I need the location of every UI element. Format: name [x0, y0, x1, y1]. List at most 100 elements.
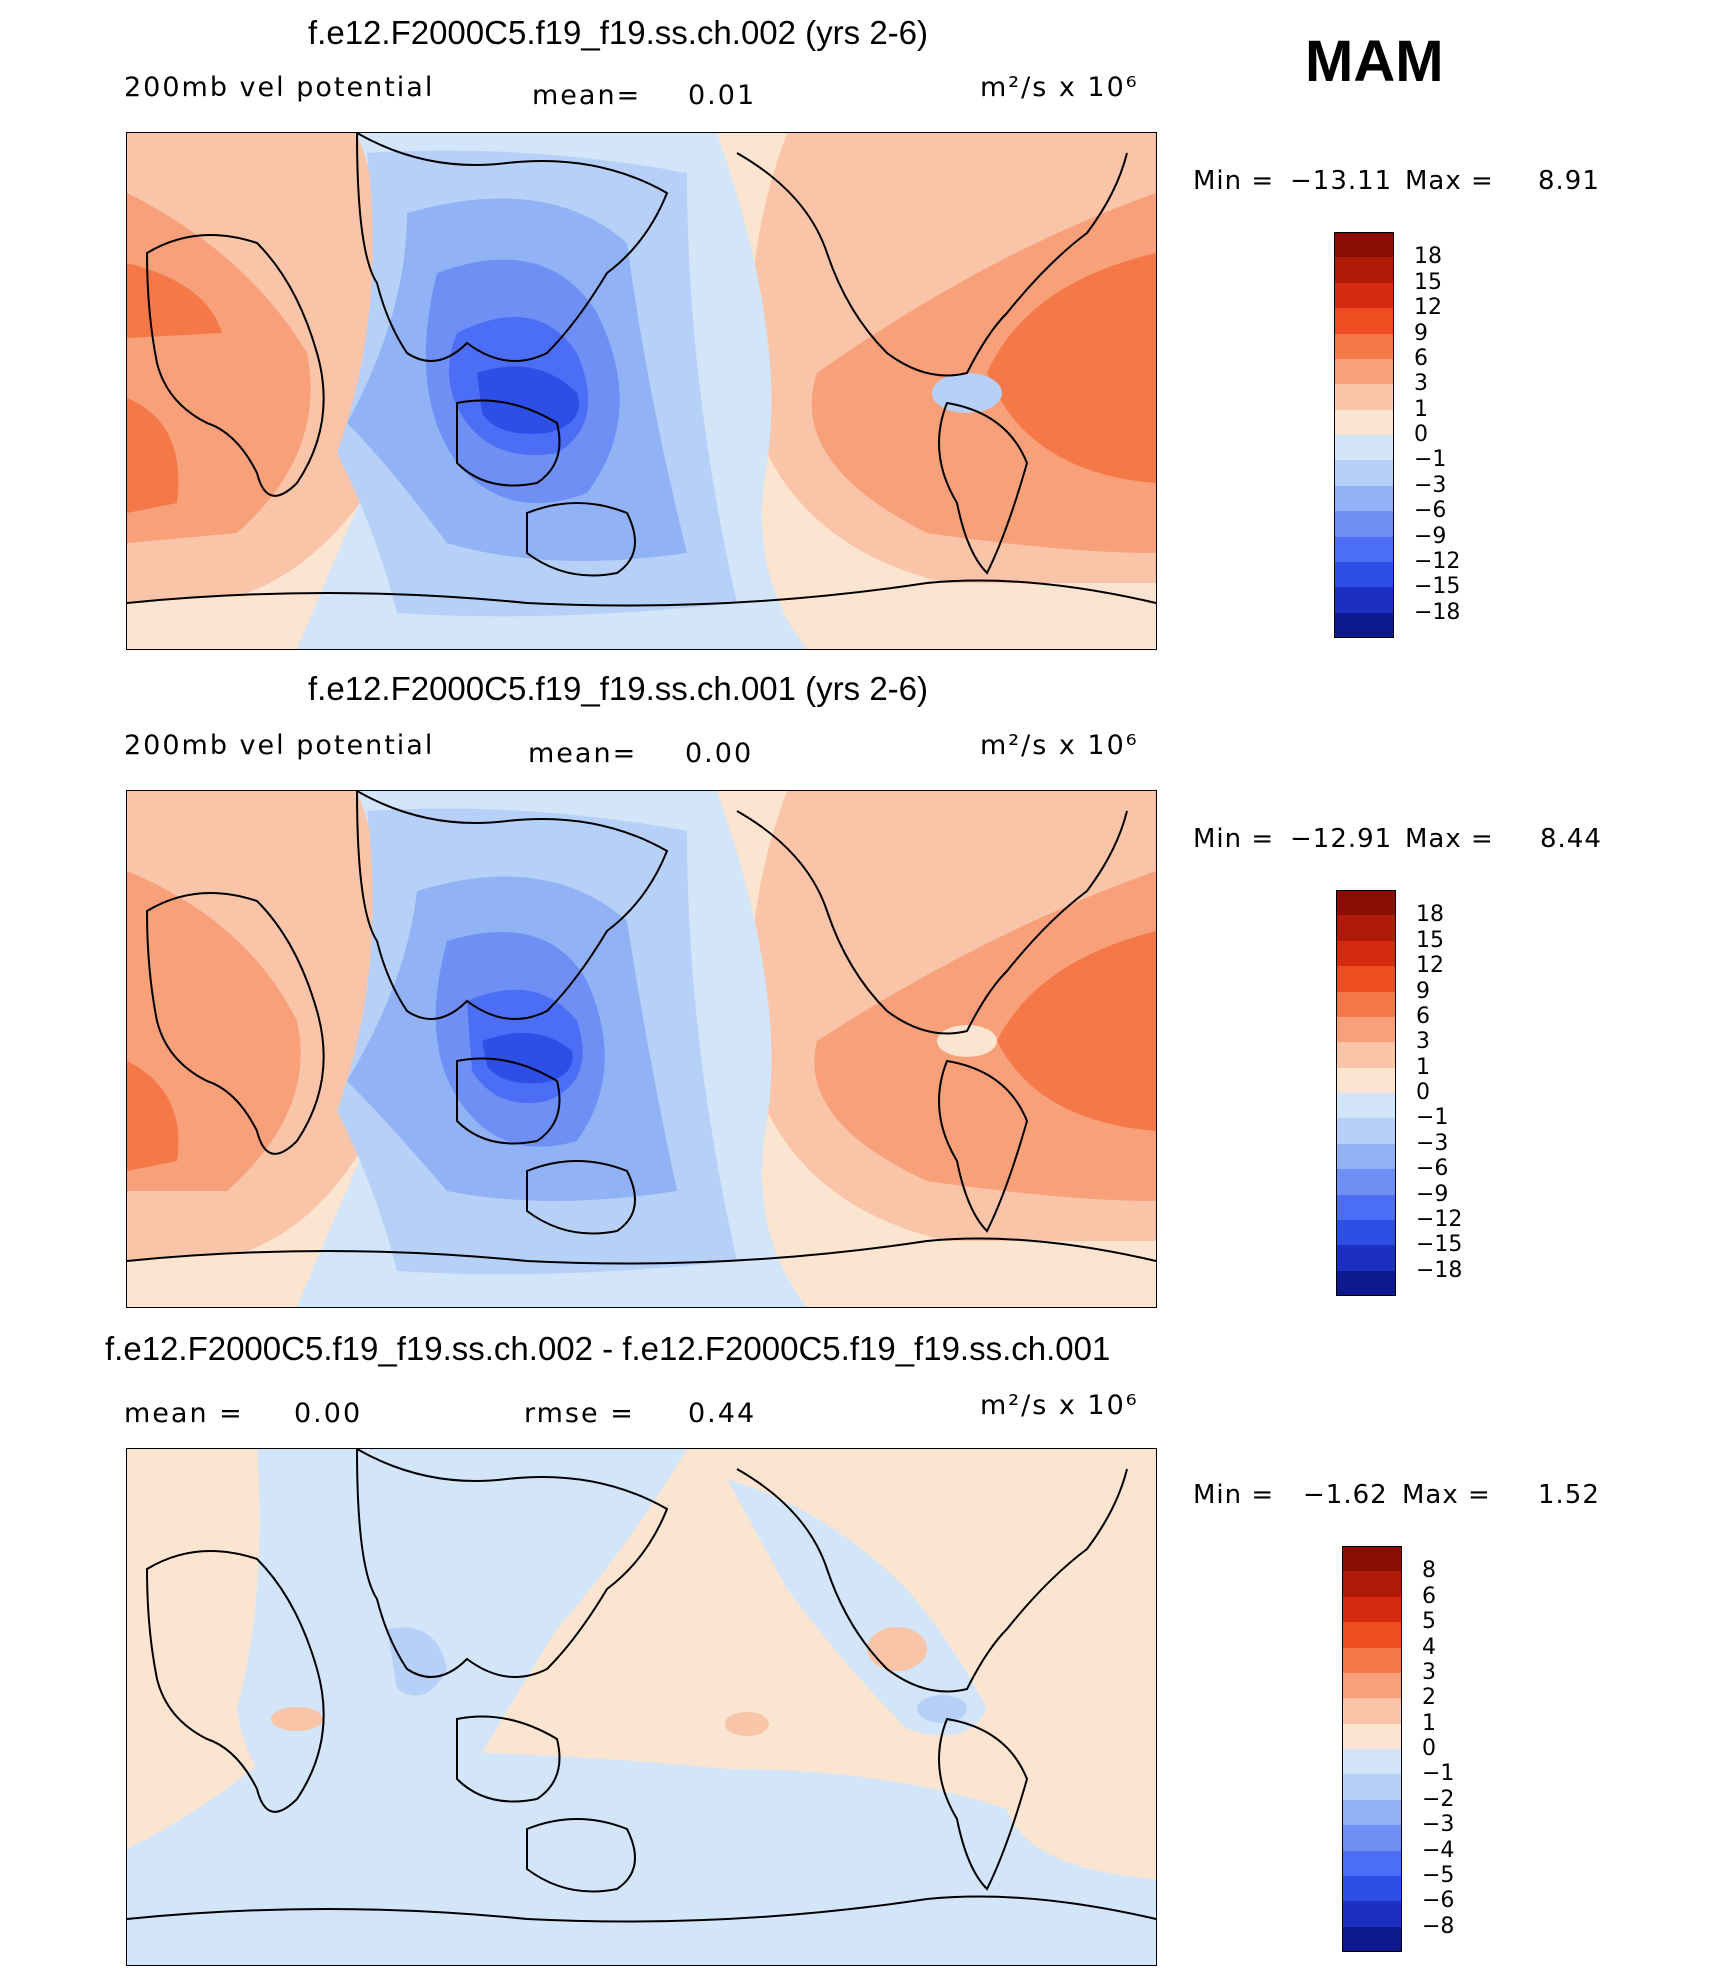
colorbar-segment — [1334, 587, 1394, 614]
colorbar-segment — [1342, 1825, 1402, 1852]
panel-1-map — [126, 132, 1157, 650]
panel-2-variable-label: 200mb vel potential — [124, 730, 435, 761]
cool-band-pacific-6 — [477, 366, 579, 434]
colorbar-segment — [1342, 1850, 1402, 1877]
cool-band-pacific-east — [727, 1479, 987, 1736]
colorbar-tick-label: 3 — [1416, 1029, 1430, 1055]
colorbar-tick-label: 3 — [1414, 371, 1428, 397]
panel-1-min-value: −13.11 — [1290, 166, 1393, 196]
colorbar-segment — [1342, 1774, 1402, 1801]
panel-2-contour-field — [127, 791, 1156, 1307]
panel-3-rmse-value: 0.44 — [688, 1398, 757, 1429]
colorbar-tick-label: 0 — [1416, 1080, 1430, 1105]
panel-1-max-value: 8.91 — [1538, 166, 1600, 196]
coastlines — [127, 133, 1156, 607]
panel-1-title: f.e12.F2000C5.f19_f19.ss.ch.002 (yrs 2-6… — [308, 14, 929, 51]
colorbar-segment — [1342, 1698, 1402, 1725]
panel-2-min-label: Min = — [1193, 824, 1275, 854]
colorbar-tick-label: −18 — [1414, 599, 1461, 625]
colorbar-tick-label: 2 — [1422, 1685, 1436, 1711]
cool-band-southern — [127, 1749, 1156, 1965]
panel-3-min-value: −1.62 — [1303, 1480, 1388, 1510]
warm-band-atlantic-3 — [997, 931, 1156, 1131]
panel-2-max-value: 8.44 — [1540, 824, 1602, 854]
panel-1-units: m²/s x 10⁶ — [980, 72, 1139, 103]
colorbar-segment — [1342, 1546, 1402, 1573]
colorbar-tick-label: 5 — [1422, 1609, 1436, 1635]
panel-3-mean-value: 0.00 — [294, 1398, 363, 1429]
colorbar-tick-label: 15 — [1416, 927, 1444, 953]
colorbar-segment — [1334, 612, 1394, 638]
colorbar-tick-label: 1 — [1414, 396, 1428, 422]
colorbar-tick-label: −3 — [1422, 1812, 1455, 1838]
colorbar-tick-label: 4 — [1422, 1634, 1436, 1660]
warm-spot-pacific — [725, 1712, 769, 1736]
colorbar-tick-label: −6 — [1414, 498, 1447, 524]
colorbar-segment — [1336, 1245, 1396, 1272]
coastlines — [127, 791, 1156, 1265]
colorbar-tick-label: 8 — [1422, 1558, 1436, 1584]
panel-3-map — [126, 1448, 1157, 1966]
cool-band-asia — [237, 1449, 687, 1829]
colorbar-tick-label: −6 — [1416, 1156, 1449, 1182]
colorbar-segment — [1334, 384, 1394, 411]
colorbar-tick-label: −3 — [1414, 472, 1447, 498]
colorbar-tick-label: 0 — [1414, 422, 1428, 447]
colorbar-tick-label: 18 — [1416, 902, 1444, 928]
panel-2-title: f.e12.F2000C5.f19_f19.ss.ch.001 (yrs 2-6… — [308, 670, 929, 707]
season-label: MAM — [1305, 29, 1444, 94]
colorbar-tick-label: −9 — [1416, 1181, 1449, 1207]
colorbar-segment — [1336, 991, 1396, 1018]
colorbar-segment — [1334, 536, 1394, 563]
colorbar-tick-label: −15 — [1414, 574, 1461, 600]
panel-1-colorbar — [1334, 232, 1394, 638]
colorbar-tick-label: 12 — [1414, 295, 1442, 321]
panel-2-units: m²/s x 10⁶ — [980, 730, 1139, 761]
colorbar-tick-label: −4 — [1422, 1837, 1455, 1863]
colorbar-segment — [1334, 435, 1394, 462]
colorbar-segment — [1334, 282, 1394, 310]
panel-2-mean-value: 0.00 — [685, 738, 754, 769]
colorbar-tick-label: −1 — [1416, 1105, 1449, 1131]
panel-3-min-label: Min = — [1193, 1480, 1275, 1510]
panel-3-colorbar — [1342, 1546, 1402, 1952]
colorbar-tick-label: 9 — [1414, 320, 1428, 346]
panel-3-title: f.e12.F2000C5.f19_f19.ss.ch.002 - f.e12.… — [105, 1330, 1111, 1367]
colorbar-tick-label: 15 — [1414, 269, 1442, 295]
colorbar-tick-label: 3 — [1422, 1659, 1436, 1685]
colorbar-frame — [1342, 1546, 1402, 1952]
colorbar-tick-label: 1 — [1422, 1710, 1436, 1736]
colorbar-frame — [1336, 890, 1396, 1296]
warm-band-atlantic-3 — [987, 253, 1156, 483]
colorbar-tick-label: 6 — [1422, 1583, 1436, 1609]
coastlines — [127, 1449, 1156, 1923]
colorbar-tick-label: 6 — [1414, 345, 1428, 371]
panel-2-min-value: −12.91 — [1290, 824, 1393, 854]
colorbar-segment — [1336, 1270, 1396, 1296]
colorbar-segment — [1334, 333, 1394, 360]
colorbar-tick-label: −2 — [1422, 1786, 1455, 1812]
colorbar-segment — [1342, 1901, 1402, 1928]
colorbar-tick-label: −1 — [1414, 447, 1447, 473]
panel-1-max-label: Max = — [1405, 166, 1494, 196]
panel-3-rmse-label: rmse = — [524, 1398, 635, 1429]
colorbar-tick-label: 12 — [1416, 953, 1444, 979]
colorbar-tick-label: −9 — [1414, 523, 1447, 549]
panel-3-units: m²/s x 10⁶ — [980, 1390, 1139, 1421]
colorbar-tick-label: −5 — [1422, 1862, 1455, 1888]
colorbar-tick-label: −8 — [1422, 1913, 1455, 1939]
colorbar-tick-label: 1 — [1416, 1054, 1430, 1080]
panel-2-mean-label: mean= — [528, 738, 638, 769]
colorbar-tick-label: −1 — [1422, 1761, 1455, 1787]
colorbar-tick-label: 9 — [1416, 978, 1430, 1004]
warm-band-atlantic-2 — [811, 193, 1156, 553]
colorbar-tick-label: −15 — [1416, 1232, 1463, 1258]
panel-2-map — [126, 790, 1157, 1308]
panel-3-max-label: Max = — [1402, 1480, 1491, 1510]
colorbar-segment — [1336, 1169, 1396, 1196]
cool-spot-asia — [387, 1627, 447, 1696]
cool-spot-andes — [917, 1695, 967, 1723]
colorbar-tick-label: −12 — [1416, 1206, 1463, 1232]
colorbar-tick-label: −18 — [1416, 1257, 1463, 1283]
colorbar-segment — [1342, 1926, 1402, 1952]
